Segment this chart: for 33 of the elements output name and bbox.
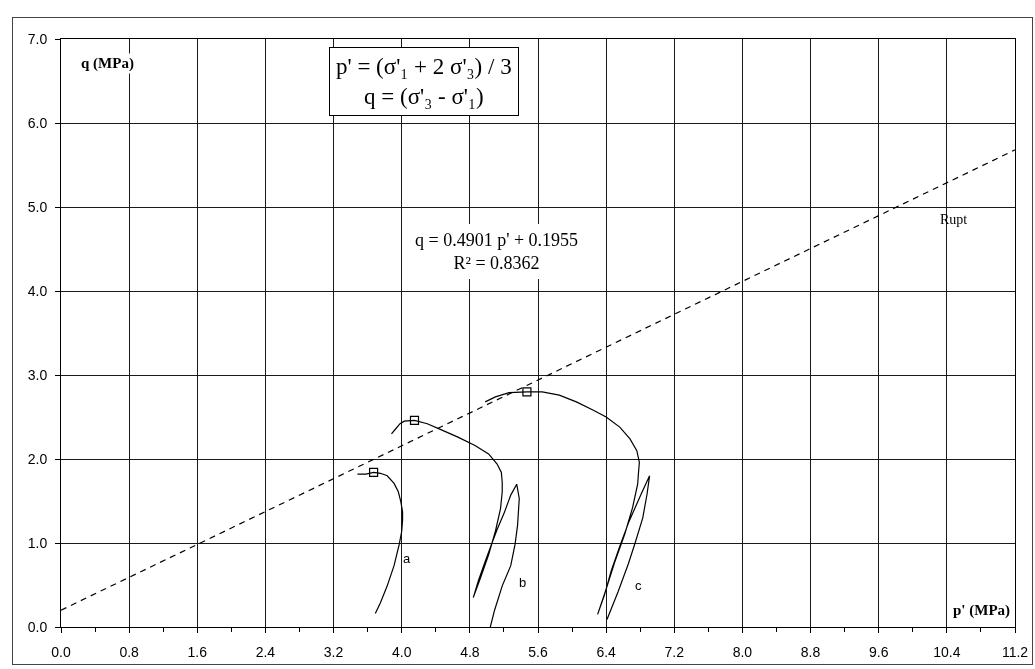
y-tick-label: 3.0	[27, 366, 48, 383]
annotation: p' = (σ'₁ + 2 σ'₃) / 3 q = (σ'₃ - σ'₁)	[336, 54, 512, 109]
annotation: q = 0.4901 p' + 0.1955 R² = 0.8362	[415, 230, 579, 274]
y-tick-label: 5.0	[27, 198, 48, 215]
point	[409, 415, 420, 425]
series-label: c	[635, 578, 642, 593]
y-axis-title: q (MPa)	[81, 55, 134, 72]
x-tick-label: 5.6	[528, 643, 548, 660]
x-tick-label: 8.0	[732, 643, 753, 660]
x-tick-label: 0.0	[51, 643, 71, 660]
x-tick-label: 4.0	[391, 643, 412, 660]
y-tick-label: 7.0	[27, 30, 48, 47]
x-tick-label: 10.4	[933, 643, 961, 660]
point	[369, 467, 379, 478]
x-tick-label: 1.6	[187, 643, 208, 660]
y-tick-label: 6.0	[27, 114, 48, 131]
series-label: b	[519, 575, 527, 590]
x-tick-label: 3.2	[323, 643, 344, 660]
x-tick-label: 6.4	[596, 643, 617, 660]
x-axis-title: p' (MPa)	[953, 602, 1011, 619]
x-tick-label: 0.8	[119, 643, 140, 660]
y-tick-label: 4.0	[27, 282, 48, 299]
y-tick-label: 0.0	[27, 618, 48, 635]
x-tick-label: 4.8	[460, 643, 480, 660]
x-tick-label: 7.2	[664, 643, 685, 660]
x-tick-label: 11.2	[1001, 643, 1029, 660]
y-tick-label: 2.0	[27, 450, 48, 467]
series-label: a	[403, 551, 411, 566]
y-tick-label: 1.0	[27, 534, 48, 551]
point	[522, 387, 532, 397]
x-tick-label: 2.4	[255, 643, 276, 660]
x-tick-label: 9.6	[868, 643, 889, 660]
x-tick-label: 8.8	[800, 643, 821, 660]
